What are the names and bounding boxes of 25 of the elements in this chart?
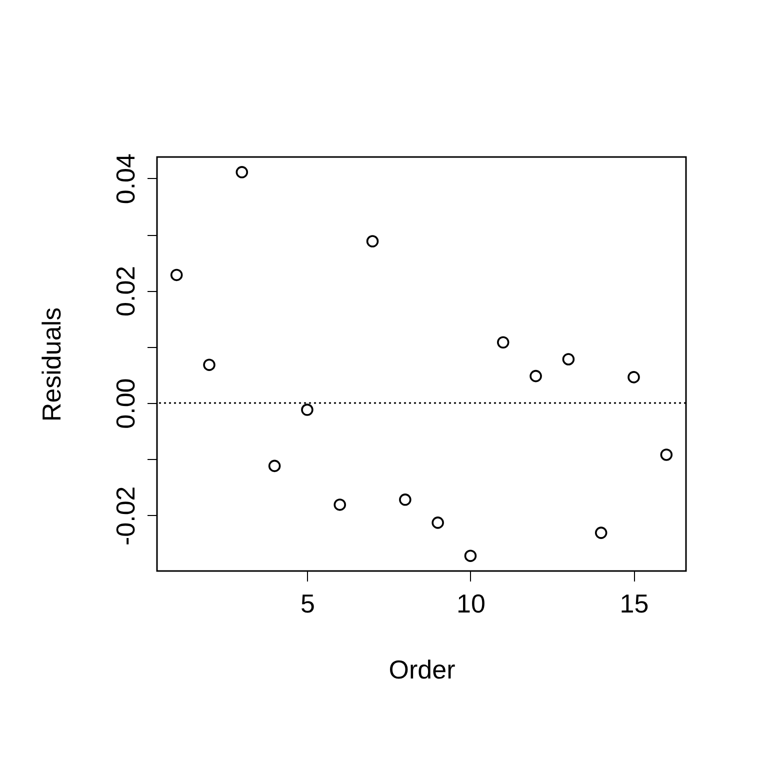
point: [301, 404, 314, 416]
point: [399, 494, 412, 506]
point: [203, 358, 216, 371]
y-axis-title: Residuals: [36, 307, 66, 422]
point: [236, 166, 248, 178]
point: [628, 371, 640, 384]
point: [530, 370, 542, 382]
point: [170, 268, 183, 282]
point: [660, 448, 673, 461]
point: [268, 460, 281, 472]
x-tick-label: 10: [456, 588, 486, 618]
y-tick-label: 0.04: [110, 154, 140, 204]
x-tick-label: 5: [300, 588, 315, 618]
point: [366, 235, 379, 248]
point: [562, 353, 575, 366]
x-tick-label: 15: [620, 588, 649, 618]
point: [594, 526, 608, 539]
point: [464, 550, 477, 562]
point: [432, 516, 444, 529]
x-axis-title: Order: [388, 654, 456, 684]
y-tick-label: 0.02: [110, 266, 140, 316]
point: [334, 498, 346, 511]
y-tick-label: -0.02: [110, 486, 140, 546]
y-tick-label: 0.00: [110, 378, 140, 429]
point: [496, 336, 510, 349]
